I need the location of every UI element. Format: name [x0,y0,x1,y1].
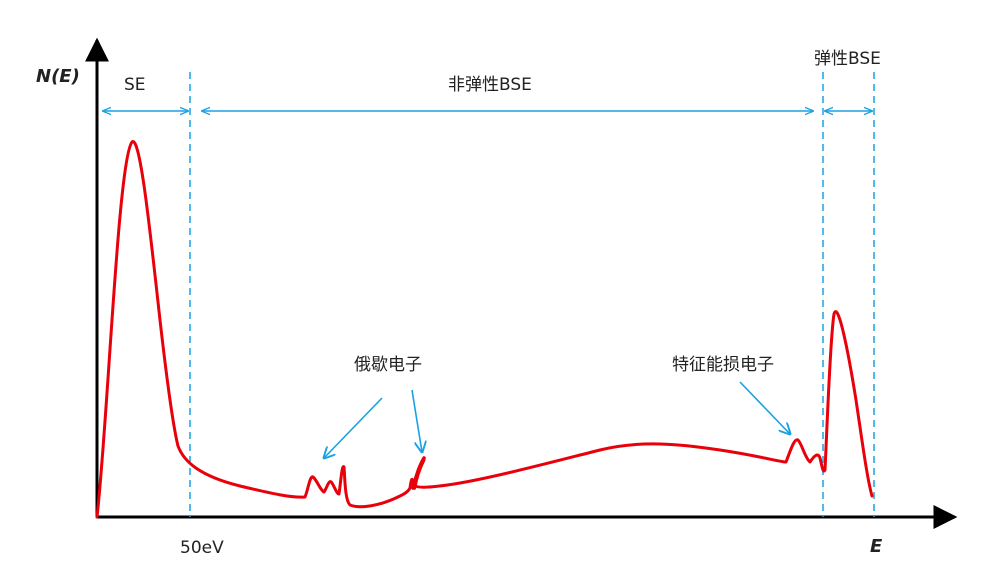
y-axis-label: N(E) [36,66,80,87]
spectrum-curve [95,140,426,519]
spectrum-curve-continued [414,310,874,498]
auger-spike [411,456,426,490]
auger-arrow-left [324,397,383,458]
annotation-energy-loss: 特征能损电子 [672,355,774,375]
x-axis-label: E [870,536,883,557]
region-label-inelastic: 非弹性BSE [448,75,532,95]
region-label-elastic: 弹性BSE [814,49,881,69]
auger-arrow-right [411,389,422,452]
region-label-se: SE [124,75,146,95]
annotation-auger: 俄歇电子 [354,355,422,375]
energy-loss-arrow [739,381,790,434]
tick-50ev-label: 50eV [180,538,224,558]
